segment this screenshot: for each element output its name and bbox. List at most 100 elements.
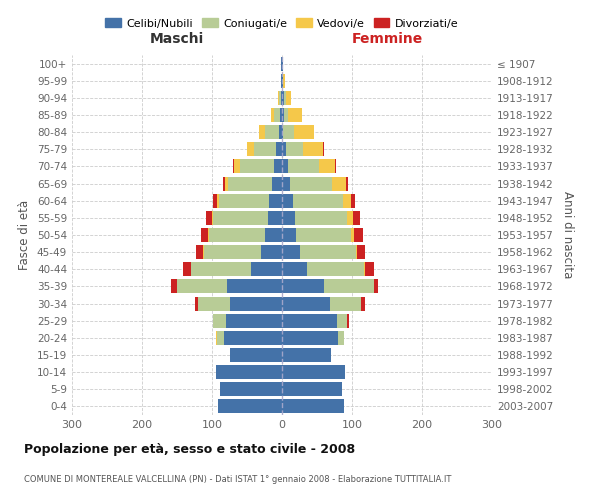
Bar xyxy=(281,91,282,105)
Bar xyxy=(282,348,331,362)
Bar xyxy=(282,91,284,105)
Bar xyxy=(350,228,354,242)
Bar xyxy=(194,296,198,310)
Legend: Celibi/Nubili, Coniugati/e, Vedovi/e, Divorziati/e: Celibi/Nubili, Coniugati/e, Vedovi/e, Di… xyxy=(101,14,463,33)
Bar xyxy=(282,194,293,207)
Bar xyxy=(346,176,348,190)
Bar xyxy=(229,296,282,310)
Bar xyxy=(282,331,338,345)
Bar xyxy=(269,194,282,207)
Bar xyxy=(282,228,296,242)
Bar xyxy=(361,296,365,310)
Bar xyxy=(281,74,282,88)
Bar xyxy=(261,245,282,259)
Bar xyxy=(220,382,282,396)
Bar xyxy=(214,314,226,328)
Bar xyxy=(217,194,219,207)
Bar xyxy=(229,348,282,362)
Bar xyxy=(182,262,191,276)
Bar xyxy=(282,382,341,396)
Bar xyxy=(281,56,282,70)
Bar xyxy=(282,125,283,139)
Bar xyxy=(282,56,283,70)
Bar xyxy=(265,125,278,139)
Bar xyxy=(286,91,291,105)
Bar xyxy=(223,176,224,190)
Bar xyxy=(365,262,374,276)
Bar xyxy=(265,228,282,242)
Bar xyxy=(201,228,208,242)
Bar xyxy=(227,280,282,293)
Bar xyxy=(254,142,277,156)
Bar xyxy=(282,400,344,413)
Bar xyxy=(296,228,350,242)
Bar xyxy=(282,176,290,190)
Text: COMUNE DI MONTEREALE VALCELLINA (PN) - Dati ISTAT 1° gennaio 2008 - Elaborazione: COMUNE DI MONTEREALE VALCELLINA (PN) - D… xyxy=(24,476,451,484)
Bar xyxy=(172,280,177,293)
Bar xyxy=(323,142,324,156)
Bar xyxy=(332,176,346,190)
Bar xyxy=(324,280,374,293)
Bar xyxy=(271,108,274,122)
Bar xyxy=(299,245,355,259)
Bar xyxy=(203,245,261,259)
Bar xyxy=(214,194,217,207)
Bar xyxy=(355,245,357,259)
Bar xyxy=(271,176,282,190)
Bar xyxy=(196,245,203,259)
Bar xyxy=(354,228,362,242)
Bar xyxy=(277,142,282,156)
Bar xyxy=(282,262,307,276)
Bar xyxy=(282,314,337,328)
Bar xyxy=(268,211,282,225)
Bar xyxy=(212,211,214,225)
Bar xyxy=(286,142,303,156)
Text: Popolazione per età, sesso e stato civile - 2008: Popolazione per età, sesso e stato civil… xyxy=(24,444,355,456)
Bar xyxy=(215,365,282,379)
Bar xyxy=(235,160,240,173)
Bar xyxy=(284,108,289,122)
Bar xyxy=(337,314,347,328)
Bar xyxy=(357,245,365,259)
Bar xyxy=(303,142,323,156)
Bar xyxy=(282,280,324,293)
Y-axis label: Fasce di età: Fasce di età xyxy=(19,200,31,270)
Bar xyxy=(247,142,254,156)
Bar xyxy=(307,262,364,276)
Bar xyxy=(293,194,343,207)
Bar xyxy=(347,211,353,225)
Bar xyxy=(233,160,235,173)
Bar xyxy=(209,228,265,242)
Bar xyxy=(240,160,274,173)
Bar xyxy=(228,176,271,190)
Bar xyxy=(274,160,282,173)
Bar xyxy=(352,194,355,207)
Bar xyxy=(283,74,285,88)
Bar xyxy=(279,91,281,105)
Bar xyxy=(282,245,299,259)
Bar xyxy=(177,280,227,293)
Bar xyxy=(289,108,302,122)
Bar xyxy=(294,125,314,139)
Bar xyxy=(282,160,287,173)
Bar xyxy=(347,314,349,328)
Bar xyxy=(364,262,365,276)
Bar xyxy=(287,160,319,173)
Bar xyxy=(215,331,217,345)
Bar xyxy=(374,280,378,293)
Bar xyxy=(282,74,283,88)
Bar xyxy=(282,142,286,156)
Bar xyxy=(280,108,282,122)
Bar xyxy=(218,400,282,413)
Bar xyxy=(329,296,361,310)
Bar xyxy=(251,262,282,276)
Bar xyxy=(284,91,286,105)
Bar xyxy=(282,108,284,122)
Bar xyxy=(206,211,212,225)
Bar xyxy=(278,91,279,105)
Bar xyxy=(343,194,351,207)
Bar xyxy=(282,211,295,225)
Bar xyxy=(219,194,269,207)
Bar xyxy=(217,331,224,345)
Bar xyxy=(208,228,209,242)
